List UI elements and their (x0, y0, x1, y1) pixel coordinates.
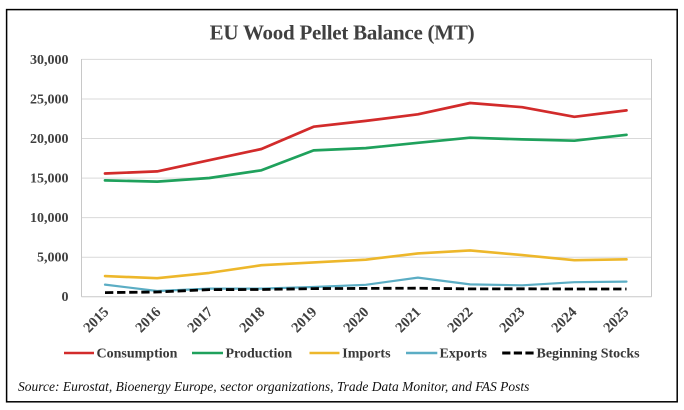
svg-text:Imports: Imports (342, 347, 391, 362)
svg-text:Beginning Stocks: Beginning Stocks (537, 347, 641, 362)
svg-text:Production: Production (226, 347, 293, 362)
svg-text:20,000: 20,000 (30, 132, 69, 147)
svg-text:Source: Eurostat, Bioenergy Eu: Source: Eurostat, Bioenergy Europe, sect… (18, 379, 529, 394)
svg-text:EU Wood Pellet Balance (MT): EU Wood Pellet Balance (MT) (210, 21, 475, 45)
svg-text:5,000: 5,000 (37, 251, 69, 266)
svg-text:15,000: 15,000 (30, 172, 69, 187)
svg-text:30,000: 30,000 (30, 53, 69, 68)
svg-text:Exports: Exports (440, 347, 488, 362)
svg-text:25,000: 25,000 (30, 92, 69, 107)
svg-text:Consumption: Consumption (97, 347, 178, 362)
svg-text:10,000: 10,000 (30, 211, 69, 226)
svg-text:0: 0 (62, 290, 69, 305)
